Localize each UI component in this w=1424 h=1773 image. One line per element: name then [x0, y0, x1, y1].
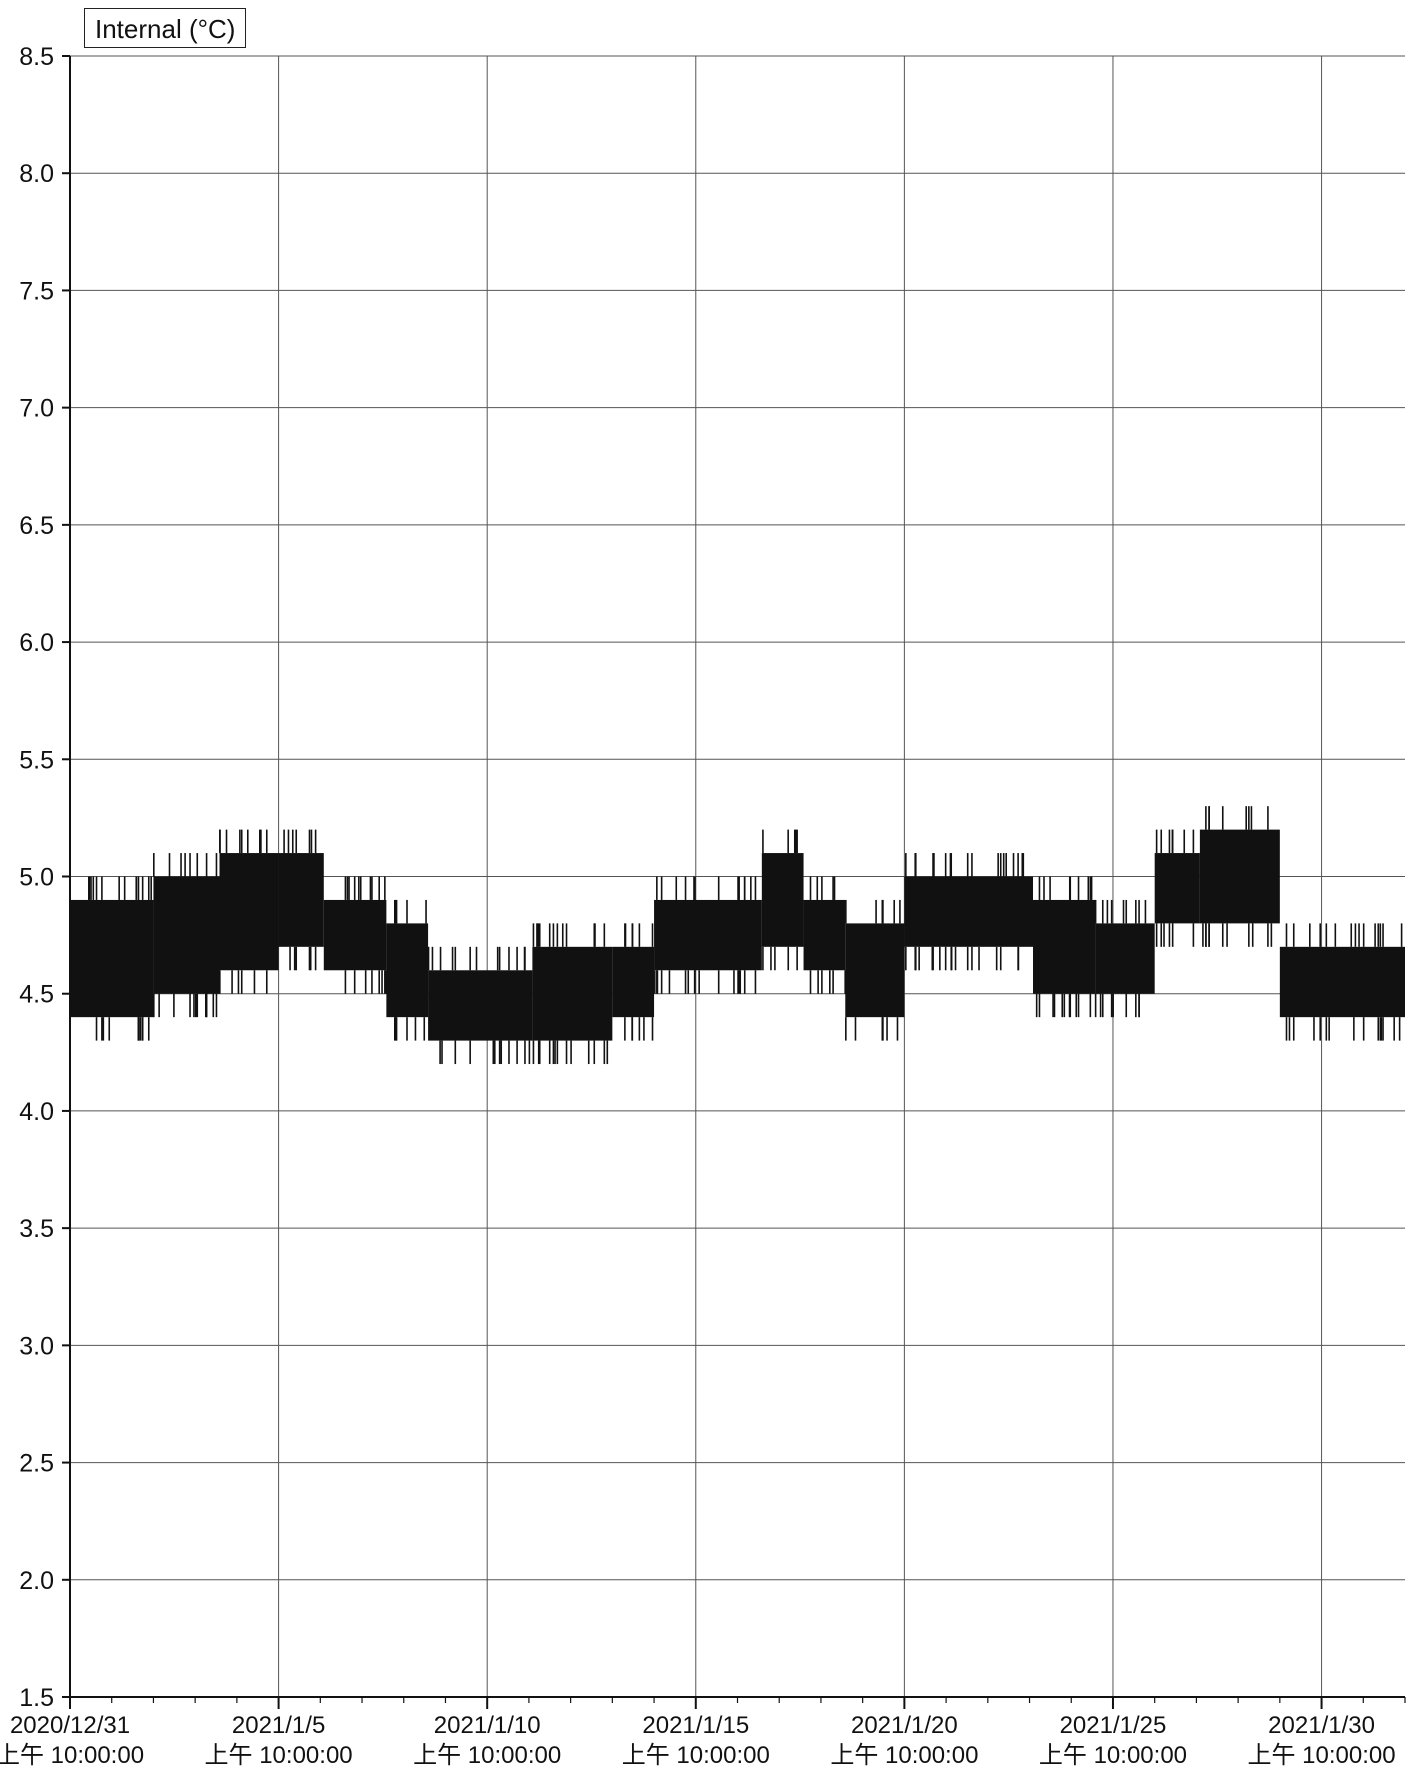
- data-band: [386, 923, 429, 1018]
- data-band: [1095, 923, 1155, 994]
- data-band: [1199, 829, 1280, 924]
- data-band: [1154, 853, 1200, 924]
- x-tick-time: 上午 10:00:00: [622, 1742, 770, 1769]
- x-tick-time: 上午 10:00:00: [1039, 1742, 1187, 1769]
- y-tick-label: 2.5: [19, 1450, 54, 1478]
- y-tick-label: 8.0: [19, 160, 54, 188]
- y-tick-label: 7.5: [19, 277, 54, 305]
- y-tick-label: 7.0: [19, 395, 54, 423]
- y-tick-label: 2.0: [19, 1567, 54, 1595]
- series-internal-temperature: [70, 806, 1405, 1065]
- data-band: [612, 946, 655, 1018]
- y-tick-label: 8.5: [19, 43, 54, 71]
- x-tick-time: 上午 10:00:00: [205, 1742, 353, 1769]
- data-band: [219, 853, 279, 971]
- data-band: [845, 923, 905, 1018]
- data-band: [761, 853, 804, 947]
- data-band: [904, 876, 1034, 947]
- data-band: [654, 899, 762, 971]
- data-band: [803, 899, 846, 971]
- data-band: [153, 876, 220, 994]
- data-band: [428, 970, 533, 1041]
- x-tick-time: 上午 10:00:00: [0, 1742, 144, 1769]
- y-tick-label: 4.0: [19, 1098, 54, 1126]
- x-tick-date: 2021/1/10: [434, 1712, 541, 1739]
- data-band: [70, 899, 154, 1018]
- y-tick-label: 1.5: [19, 1684, 54, 1712]
- y-tick-label: 6.0: [19, 629, 54, 657]
- y-tick-label: 3.5: [19, 1215, 54, 1243]
- x-tick-date: 2021/1/5: [232, 1712, 325, 1739]
- x-tick-date: 2021/1/20: [851, 1712, 958, 1739]
- x-tick-date: 2020/12/31: [10, 1712, 130, 1739]
- x-tick-date: 2021/1/15: [642, 1712, 749, 1739]
- tick-labels: 8.5 8.0 7.5 7.0 6.5 6.0 5.5 5.0 4.5 4.0 3.5 3.0 2.5 2…: [0, 43, 1396, 1769]
- x-tick-time: 上午 10:00:00: [1248, 1742, 1396, 1769]
- y-tick-label: 4.5: [19, 981, 54, 1009]
- legend-internal-temperature: Internal (°C): [84, 8, 247, 48]
- y-tick-label: 3.0: [19, 1332, 54, 1360]
- data-band: [323, 899, 387, 971]
- data-band: [278, 853, 324, 947]
- x-tick-time: 上午 10:00:00: [830, 1742, 978, 1769]
- y-tick-label: 5.5: [19, 746, 54, 774]
- data-band: [1033, 899, 1096, 994]
- x-tick-time: 上午 10:00:00: [413, 1742, 561, 1769]
- y-tick-label: 6.5: [19, 512, 54, 540]
- x-tick-date: 2021/1/30: [1268, 1712, 1375, 1739]
- data-band: [532, 946, 613, 1041]
- data-band: [1279, 946, 1405, 1018]
- y-tick-label: 5.0: [19, 864, 54, 892]
- axes: [62, 55, 1406, 1709]
- x-tick-date: 2021/1/25: [1060, 1712, 1167, 1739]
